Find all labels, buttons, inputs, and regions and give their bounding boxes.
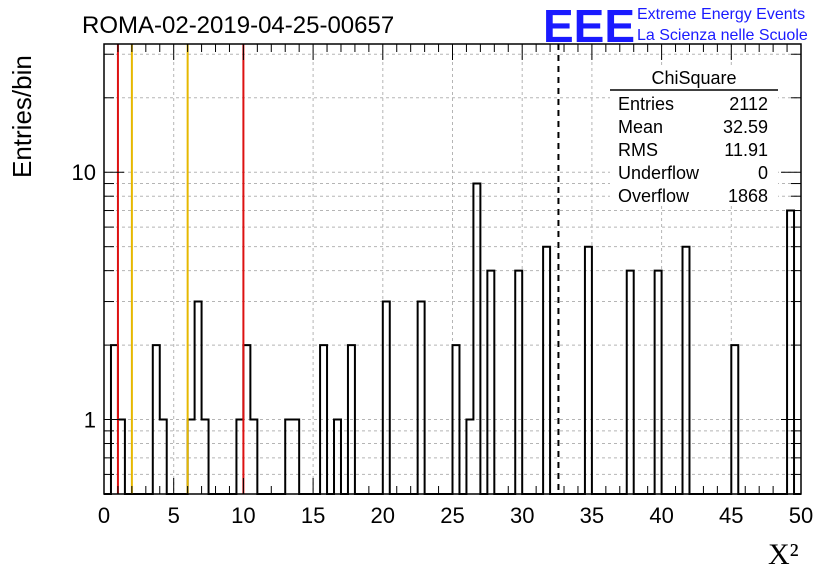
x-tick-label: 40 [649, 503, 673, 528]
histogram-bin [243, 345, 250, 494]
stats-label: Mean [618, 117, 663, 137]
histogram-bin [683, 247, 690, 494]
y-tick-label: 1 [84, 408, 96, 433]
histogram-bin [153, 345, 160, 494]
stats-name: ChiSquare [651, 68, 736, 88]
histogram-bin [250, 420, 257, 494]
x-tick-label: 10 [231, 503, 255, 528]
eee-logo: EEE Extreme Energy Events La Scienza nel… [543, 0, 808, 52]
x-tick-label: 20 [371, 503, 395, 528]
y-axis-label: Entries/bin [7, 55, 37, 178]
histogram-bin [655, 271, 662, 494]
x-tick-label: 25 [440, 503, 464, 528]
histogram-bin [334, 420, 341, 494]
eee-logo-line1: Extreme Energy Events [637, 6, 805, 23]
stats-value: 32.59 [723, 117, 768, 137]
stats-label: RMS [618, 140, 658, 160]
histogram-bin [188, 420, 195, 494]
x-tick-label: 30 [510, 503, 534, 528]
stats-label: Underflow [618, 163, 700, 183]
histogram-bin [285, 420, 292, 494]
y-tick-label: 10 [72, 160, 96, 185]
histogram-bin [202, 420, 209, 494]
x-tick-label: 35 [580, 503, 604, 528]
x-tick-label: 15 [301, 503, 325, 528]
eee-logo-mark: EEE [543, 0, 635, 52]
histogram-bin [515, 271, 522, 494]
histogram-bin [787, 211, 794, 494]
x-tick-label: 45 [719, 503, 743, 528]
histogram-bin [466, 420, 473, 494]
histogram-bin [585, 247, 592, 494]
histogram-bin [418, 302, 425, 494]
run-title: ROMA-02-2019-04-25-00657 [82, 12, 394, 39]
histogram-bin [543, 247, 550, 494]
x-tick-label: 0 [98, 503, 110, 528]
stats-value: 2112 [729, 94, 768, 114]
histogram-bin [383, 302, 390, 494]
histogram-bin [731, 345, 738, 494]
x-axis-label: X² [768, 538, 799, 571]
axis-tick-labels: 0 5 10 15 20 25 30 35 40 45 50 1 10 [72, 160, 814, 528]
x-tick-label: 50 [789, 503, 813, 528]
histogram-bin [195, 302, 202, 494]
stats-value: 11.91 [724, 140, 768, 160]
histogram-bin [627, 271, 634, 494]
stats-value: 1868 [728, 186, 768, 206]
stats-label: Overflow [618, 186, 690, 206]
stats-box: ChiSquare Entries 2112 Mean 32.59 RMS 11… [610, 66, 778, 206]
histogram-bin [118, 420, 125, 494]
histogram-bin [487, 271, 494, 494]
x-tick-label: 5 [168, 503, 180, 528]
stats-label: Entries [618, 94, 674, 114]
histogram-bin [473, 184, 480, 494]
stats-value: 0 [758, 163, 768, 183]
histogram-bin [348, 345, 355, 494]
histogram-bin [236, 420, 243, 494]
eee-logo-line2: La Scienza nelle Scuole [637, 27, 808, 44]
histogram-bin [292, 420, 299, 494]
axis-ticks [103, 44, 802, 495]
histogram-bin [320, 345, 327, 494]
reference-lines [116, 44, 560, 494]
histogram-bin [453, 345, 460, 494]
histogram-bin [160, 420, 167, 494]
